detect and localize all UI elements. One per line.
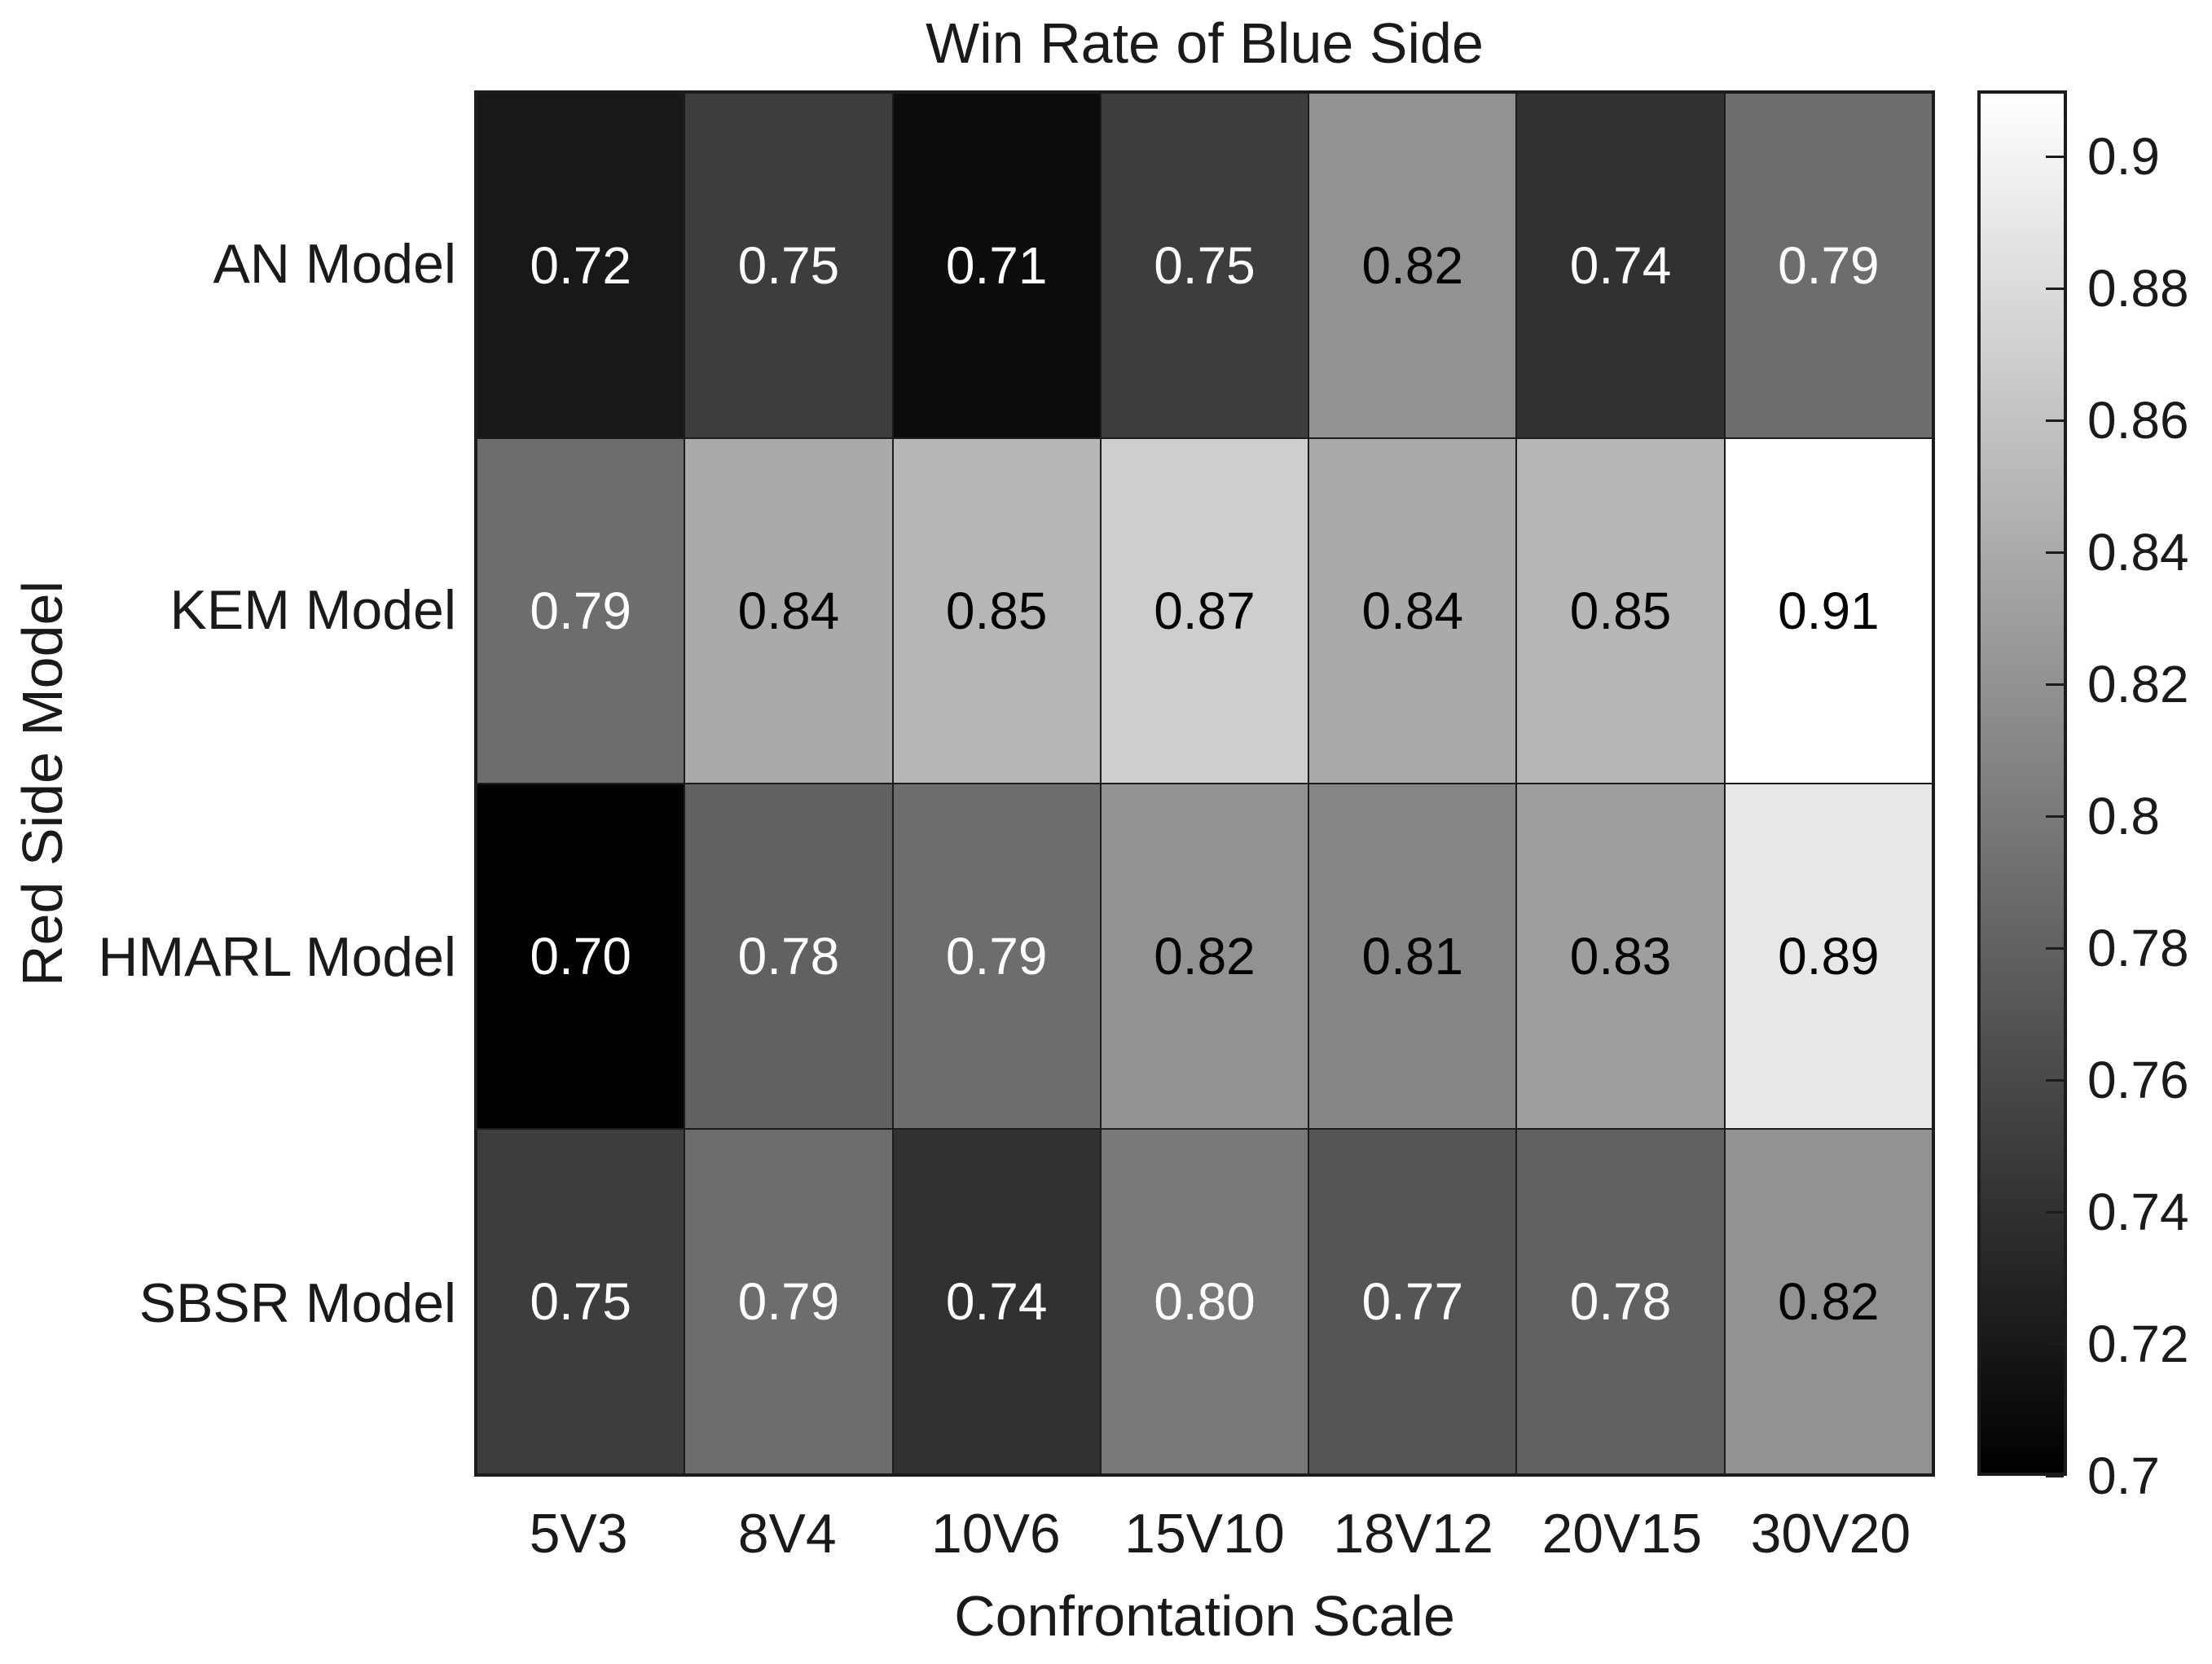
colorbar-tick <box>2046 287 2064 290</box>
x-axis-label: Confrontation Scale <box>954 1584 1455 1648</box>
heatmap-cell: 0.91 <box>1725 439 1932 783</box>
y-tick-label: KEM Model <box>169 579 456 642</box>
heatmap-cell: 0.71 <box>893 94 1100 437</box>
x-tick-label: 30V20 <box>1750 1503 1911 1565</box>
colorbar-tick <box>2046 1342 2064 1346</box>
y-tick-label: SBSR Model <box>139 1272 456 1335</box>
heatmap-cell: 0.75 <box>1101 94 1308 437</box>
colorbar-tick <box>2046 683 2064 686</box>
colorbar <box>1977 90 2067 1477</box>
heatmap-cell: 0.81 <box>1309 784 1516 1128</box>
heatmap-cell: 0.80 <box>1101 1130 1308 1473</box>
heatmap-cell: 0.82 <box>1309 94 1516 437</box>
colorbar-tick-label: 0.76 <box>2087 1051 2189 1109</box>
colorbar-tick <box>2046 1210 2064 1214</box>
colorbar-tick <box>2046 551 2064 554</box>
heatmap-cell: 0.74 <box>1517 94 1724 437</box>
y-axis-label: Red Side Model <box>11 580 74 987</box>
colorbar-tick-label: 0.86 <box>2087 391 2189 450</box>
colorbar-tick-label: 0.82 <box>2087 655 2189 713</box>
colorbar-tick-label: 0.84 <box>2087 523 2189 582</box>
colorbar-tick <box>2046 1474 2064 1477</box>
heatmap-cell: 0.72 <box>477 94 684 437</box>
x-tick-label: 8V4 <box>737 1503 837 1565</box>
colorbar-tick-label: 0.74 <box>2087 1183 2189 1241</box>
x-tick-label: 10V6 <box>930 1503 1061 1565</box>
colorbar-tick-label: 0.88 <box>2087 259 2189 318</box>
x-tick-label: 5V3 <box>529 1503 628 1565</box>
heatmap-cell: 0.74 <box>893 1130 1100 1473</box>
heatmap-cell: 0.75 <box>685 94 892 437</box>
heatmap-cell: 0.85 <box>893 439 1100 783</box>
colorbar-tick-label: 0.72 <box>2087 1315 2189 1373</box>
heatmap-grid: 0.72 0.75 0.71 0.75 0.82 0.74 0.79 0.79 0.84 0.85… <box>474 90 1935 1477</box>
x-tick-label: 15V10 <box>1124 1503 1285 1565</box>
heatmap-cell: 0.84 <box>685 439 892 783</box>
colorbar-tick <box>2046 946 2064 950</box>
heatmap-cell: 0.85 <box>1517 439 1724 783</box>
heatmap-cell: 0.84 <box>1309 439 1516 783</box>
x-tick-label: 20V15 <box>1541 1503 1703 1565</box>
heatmap-cell: 0.87 <box>1101 439 1308 783</box>
heatmap-cell: 0.82 <box>1101 784 1308 1128</box>
heatmap-cell: 0.78 <box>1517 1130 1724 1473</box>
heatmap-cell: 0.79 <box>1725 94 1932 437</box>
chart-title: Win Rate of Blue Side <box>926 11 1484 75</box>
heatmap-cell: 0.83 <box>1517 784 1724 1128</box>
colorbar-tick-label: 0.9 <box>2087 127 2160 186</box>
x-tick-label: 18V12 <box>1333 1503 1493 1565</box>
heatmap-cell: 0.79 <box>893 784 1100 1128</box>
heatmap-cell: 0.75 <box>477 1130 684 1473</box>
heatmap-cell: 0.77 <box>1309 1130 1516 1473</box>
colorbar-tick <box>2046 155 2064 158</box>
colorbar-tick <box>2046 814 2064 818</box>
heatmap-cell: 0.78 <box>685 784 892 1128</box>
colorbar-tick <box>2046 1078 2064 1082</box>
heatmap-cell: 0.79 <box>477 439 684 783</box>
colorbar-tick-label: 0.8 <box>2087 787 2160 845</box>
y-tick-label: HMARL Model <box>98 925 456 988</box>
heatmap-cell: 0.89 <box>1725 784 1932 1128</box>
colorbar-tick-label: 0.78 <box>2087 919 2189 977</box>
heatmap-cell: 0.79 <box>685 1130 892 1473</box>
colorbar-tick-label: 0.7 <box>2087 1447 2160 1505</box>
heatmap-cell: 0.82 <box>1725 1130 1932 1473</box>
colorbar-tick <box>2046 419 2064 422</box>
heatmap-cell: 0.70 <box>477 784 684 1128</box>
y-tick-label: AN Model <box>213 232 456 295</box>
